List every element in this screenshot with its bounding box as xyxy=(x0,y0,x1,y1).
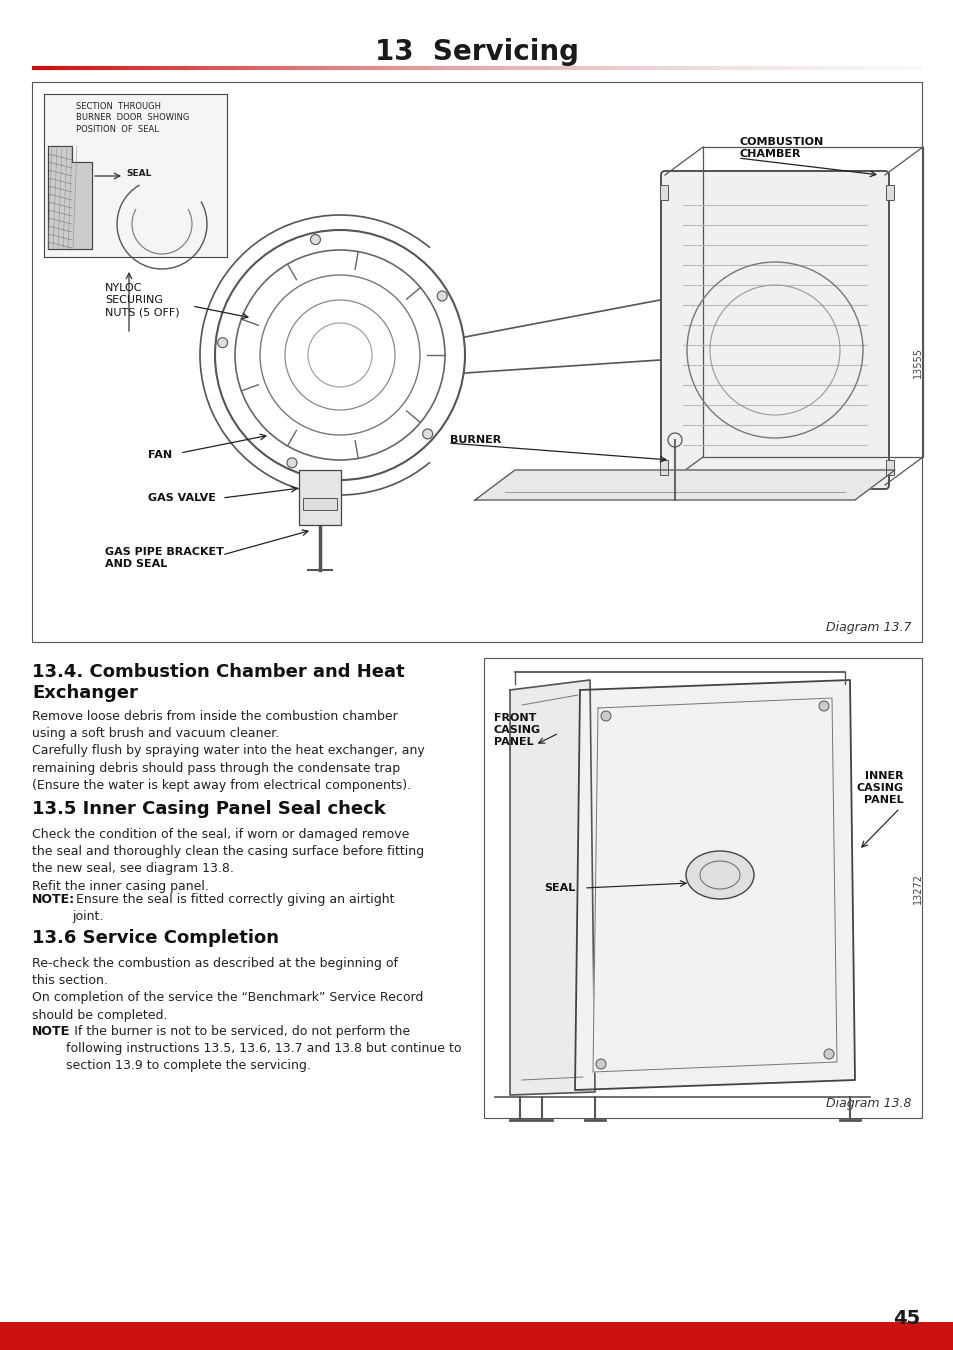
Text: NYLOC
SECURING
NUTS (5 OFF): NYLOC SECURING NUTS (5 OFF) xyxy=(105,282,179,317)
Bar xyxy=(298,470,340,525)
Polygon shape xyxy=(510,680,595,1095)
Bar xyxy=(659,460,667,475)
Polygon shape xyxy=(593,698,836,1072)
Text: Check the condition of the seal, if worn or damaged remove
the seal and thorough: Check the condition of the seal, if worn… xyxy=(32,828,424,892)
Circle shape xyxy=(823,1049,833,1058)
Text: Remove loose debris from inside the combustion chamber
using a soft brush and va: Remove loose debris from inside the comb… xyxy=(32,710,424,792)
Circle shape xyxy=(310,235,320,244)
Bar xyxy=(885,460,893,475)
Text: FAN: FAN xyxy=(148,450,172,460)
Bar xyxy=(44,95,227,256)
Text: : If the burner is not to be serviced, do not perform the
following instructions: : If the burner is not to be serviced, d… xyxy=(66,1025,461,1072)
Text: 13.6 Service Completion: 13.6 Service Completion xyxy=(32,929,278,946)
Text: 13.4. Combustion Chamber and Heat
Exchanger: 13.4. Combustion Chamber and Heat Exchan… xyxy=(32,663,404,702)
Text: GAS VALVE: GAS VALVE xyxy=(148,493,215,504)
Circle shape xyxy=(422,429,433,439)
Text: NOTE:: NOTE: xyxy=(32,892,75,906)
Text: NOTE: NOTE xyxy=(32,1025,71,1038)
Text: FRONT
CASING
PANEL: FRONT CASING PANEL xyxy=(494,713,540,748)
Circle shape xyxy=(217,338,228,348)
Text: INNER
CASING
PANEL: INNER CASING PANEL xyxy=(856,771,903,806)
Text: 13  Servicing: 13 Servicing xyxy=(375,38,578,66)
Circle shape xyxy=(287,458,296,468)
Bar xyxy=(32,82,921,643)
Text: Ensure the seal is fitted correctly giving an airtight
joint.: Ensure the seal is fitted correctly givi… xyxy=(71,892,395,923)
Text: Diagram 13.8: Diagram 13.8 xyxy=(825,1098,911,1110)
Text: GAS PIPE BRACKET
AND SEAL: GAS PIPE BRACKET AND SEAL xyxy=(105,547,224,570)
Text: SEAL: SEAL xyxy=(126,169,152,177)
Text: Re-check the combustion as described at the beginning of
this section.
On comple: Re-check the combustion as described at … xyxy=(32,957,423,1022)
Polygon shape xyxy=(475,470,894,500)
Text: SEAL: SEAL xyxy=(543,883,575,892)
Circle shape xyxy=(596,1058,605,1069)
Text: 13272: 13272 xyxy=(912,872,923,903)
Text: 45: 45 xyxy=(892,1308,919,1327)
Bar xyxy=(659,185,667,200)
FancyBboxPatch shape xyxy=(660,171,888,489)
Bar xyxy=(0,1322,953,1350)
Text: SECTION  THROUGH
BURNER  DOOR  SHOWING
POSITION  OF  SEAL: SECTION THROUGH BURNER DOOR SHOWING POSI… xyxy=(76,103,190,134)
Polygon shape xyxy=(575,680,854,1089)
Text: 13555: 13555 xyxy=(912,347,923,378)
Circle shape xyxy=(436,292,447,301)
Bar xyxy=(885,185,893,200)
Text: 13.5 Inner Casing Panel Seal check: 13.5 Inner Casing Panel Seal check xyxy=(32,801,385,818)
Bar xyxy=(303,498,336,510)
Polygon shape xyxy=(48,146,91,248)
Text: COMBUSTION
CHAMBER: COMBUSTION CHAMBER xyxy=(740,136,823,159)
Text: BURNER: BURNER xyxy=(450,435,500,446)
Ellipse shape xyxy=(685,850,753,899)
Text: Diagram 13.7: Diagram 13.7 xyxy=(825,621,911,634)
Circle shape xyxy=(818,701,828,711)
Bar xyxy=(483,657,921,1118)
Circle shape xyxy=(600,711,610,721)
